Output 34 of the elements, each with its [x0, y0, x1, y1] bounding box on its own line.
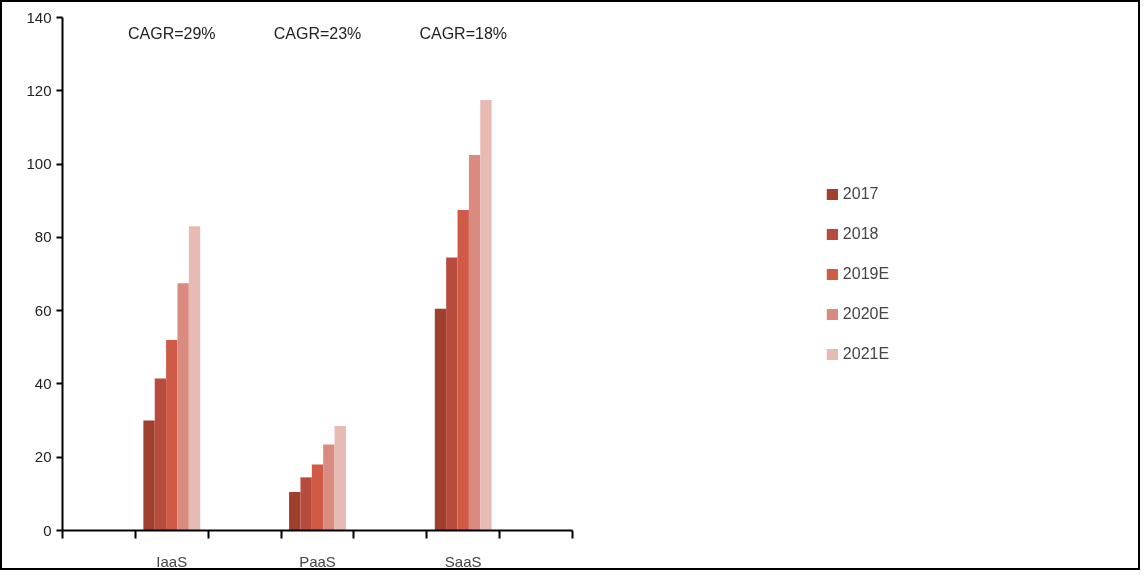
y-tick-label: 40: [34, 374, 52, 392]
y-tick-label: 20: [34, 448, 52, 466]
annotation: CAGR=29%: [127, 25, 216, 43]
y-tick-label: 80: [34, 228, 52, 246]
x-tick-label: PaaS: [299, 552, 336, 570]
bar: [289, 492, 301, 531]
bar: [166, 339, 178, 531]
legend-label: 2017: [842, 184, 879, 203]
y-tick-label: 0: [43, 521, 52, 539]
bar: [480, 99, 492, 531]
legend-label: 2018: [842, 224, 879, 243]
y-tick-label: 100: [26, 155, 52, 173]
bar: [334, 426, 346, 531]
bar: [446, 257, 458, 531]
bar: [154, 378, 167, 531]
bar: [143, 420, 155, 531]
x-tick-label: IaaS: [156, 552, 188, 570]
bar: [300, 477, 312, 531]
y-tick-label: 60: [34, 301, 52, 319]
y-tick-label: 140: [26, 8, 52, 26]
bar: [468, 154, 481, 531]
bar: [323, 444, 335, 531]
y-tick-label: 120: [26, 81, 52, 99]
bar: [457, 209, 469, 531]
bar: [434, 308, 447, 531]
bar: [177, 283, 189, 531]
annotation: CAGR=18%: [419, 25, 508, 43]
legend-label: 2020E: [842, 304, 890, 323]
annotation: CAGR=23%: [273, 25, 362, 43]
x-tick-label: SaaS: [444, 552, 482, 570]
bar: [188, 226, 201, 531]
legend-label: 2019E: [842, 264, 890, 283]
legend-label: 2021E: [842, 344, 890, 363]
bar: [311, 464, 324, 531]
